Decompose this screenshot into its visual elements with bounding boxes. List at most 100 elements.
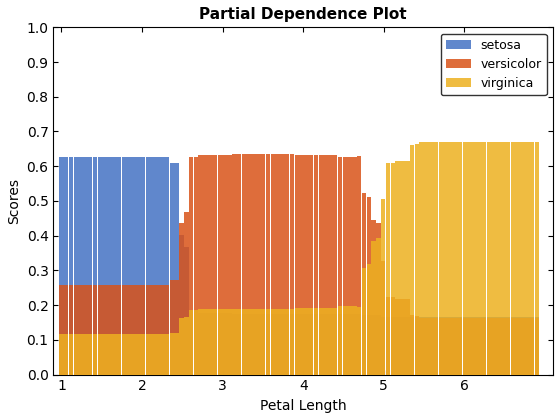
Bar [482, 317, 487, 375]
Bar [477, 317, 482, 375]
Bar [160, 157, 165, 375]
Bar [300, 155, 304, 375]
Bar [78, 334, 83, 375]
Bar [285, 309, 290, 375]
Bar [242, 309, 246, 375]
Bar [328, 314, 333, 375]
Bar [203, 309, 208, 375]
Bar [93, 285, 97, 375]
Bar [198, 313, 203, 375]
Bar [189, 310, 193, 375]
Bar [314, 308, 318, 375]
Bar [511, 318, 515, 375]
Bar [328, 155, 333, 375]
Bar [232, 314, 236, 375]
Bar [338, 157, 342, 375]
Bar [151, 334, 155, 375]
Bar [357, 314, 361, 375]
Bar [300, 308, 304, 375]
Bar [482, 142, 487, 375]
Bar [319, 155, 323, 375]
Bar [501, 317, 506, 375]
Bar [362, 315, 366, 375]
Bar [429, 318, 433, 375]
Bar [414, 144, 419, 375]
Bar [386, 163, 390, 375]
Bar [112, 334, 116, 375]
Bar [102, 157, 107, 375]
Bar [453, 318, 458, 375]
Bar [174, 333, 179, 375]
Bar [376, 223, 381, 375]
Bar [357, 307, 361, 375]
Bar [444, 142, 448, 375]
Bar [347, 314, 352, 375]
Bar [97, 334, 102, 375]
Bar [265, 309, 270, 375]
Bar [386, 317, 390, 375]
Bar [242, 314, 246, 375]
Bar [218, 309, 222, 375]
Bar [386, 297, 390, 375]
Bar [352, 157, 357, 375]
Bar [64, 334, 68, 375]
Bar [400, 317, 405, 375]
Bar [59, 157, 64, 375]
Bar [88, 285, 92, 375]
Bar [232, 309, 236, 375]
Bar [107, 157, 111, 375]
Bar [213, 313, 217, 375]
Bar [343, 157, 347, 375]
Bar [438, 318, 443, 375]
Bar [501, 142, 506, 375]
Bar [107, 285, 111, 375]
Bar [285, 155, 290, 375]
Bar [501, 318, 506, 375]
Bar [73, 157, 78, 375]
Bar [170, 280, 174, 375]
Bar [511, 317, 515, 375]
Bar [515, 317, 520, 375]
Bar [424, 317, 429, 375]
Bar [376, 238, 381, 375]
Bar [381, 262, 385, 375]
Bar [506, 317, 510, 375]
Bar [371, 220, 376, 375]
Bar [487, 317, 491, 375]
Bar [362, 268, 366, 375]
Bar [213, 309, 217, 375]
Bar [511, 142, 515, 375]
Bar [444, 317, 448, 375]
Bar [438, 317, 443, 375]
Bar [102, 334, 107, 375]
Bar [429, 142, 433, 375]
Bar [390, 163, 395, 375]
Bar [179, 223, 184, 375]
Bar [338, 306, 342, 375]
Bar [246, 314, 251, 375]
Bar [520, 142, 525, 375]
Bar [136, 334, 141, 375]
Title: Partial Dependence Plot: Partial Dependence Plot [199, 7, 407, 22]
Bar [83, 157, 88, 375]
Bar [141, 285, 146, 375]
Bar [515, 142, 520, 375]
Bar [347, 306, 352, 375]
Bar [170, 163, 174, 375]
Bar [276, 155, 280, 375]
Bar [343, 314, 347, 375]
Bar [136, 285, 141, 375]
Bar [376, 315, 381, 375]
Bar [405, 161, 409, 375]
Bar [496, 142, 501, 375]
Bar [127, 157, 131, 375]
Bar [78, 285, 83, 375]
Bar [270, 314, 275, 375]
Bar [434, 318, 438, 375]
Bar [525, 317, 530, 375]
Bar [535, 318, 539, 375]
Bar [270, 155, 275, 375]
Bar [83, 285, 88, 375]
Bar [419, 317, 424, 375]
Bar [218, 155, 222, 375]
